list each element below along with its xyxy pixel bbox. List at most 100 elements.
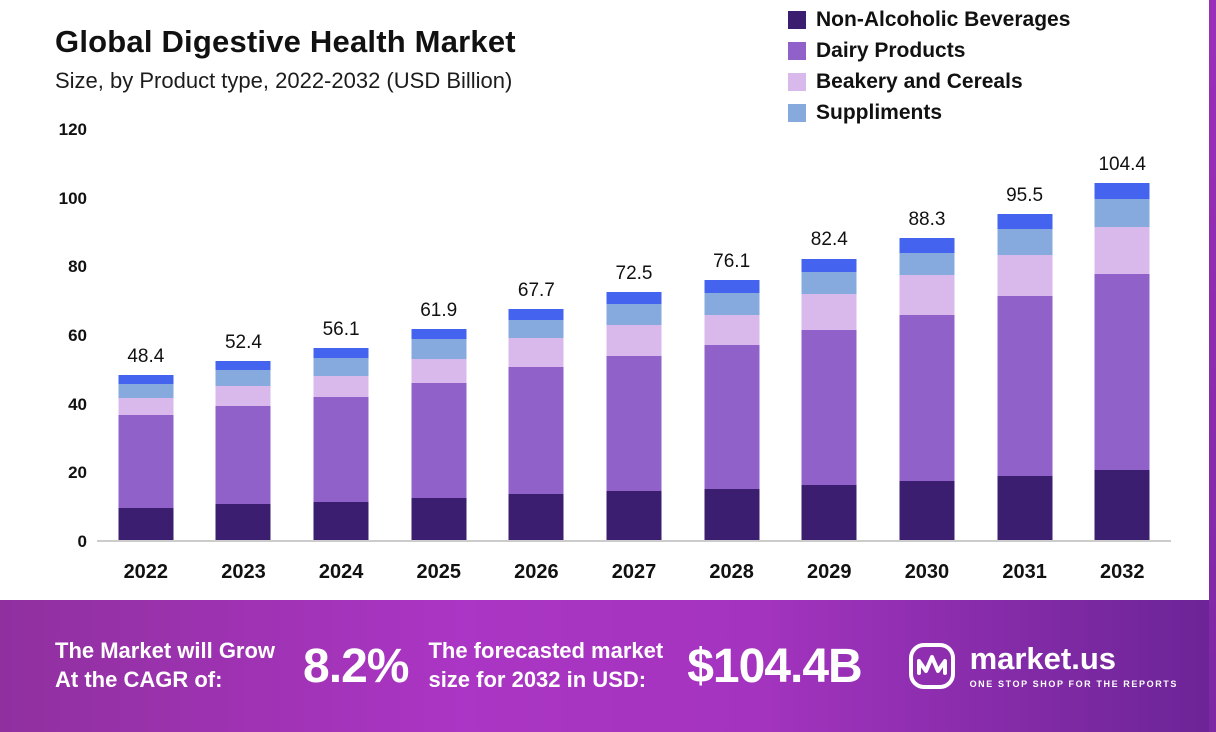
stacked-bar: 56.1	[313, 319, 369, 540]
bar-total-label: 48.4	[127, 345, 165, 367]
x-axis-label: 2023	[221, 561, 266, 583]
bar-segment	[997, 295, 1053, 476]
bar-segment	[606, 324, 662, 356]
bar-segment	[411, 382, 467, 499]
y-axis-tick: 0	[77, 532, 87, 551]
bar-segment	[899, 238, 955, 254]
x-axis-label: 2027	[611, 561, 657, 583]
legend-item: Dairy Products	[788, 39, 1070, 63]
legend-item: Non-Alcoholic Beverages	[788, 8, 1070, 32]
bar-segment	[704, 314, 760, 346]
legend-label: Beakery and Cereals	[816, 70, 1023, 93]
y-axis-tick: 20	[68, 463, 87, 483]
bar-segment	[899, 480, 955, 540]
bar-segment	[997, 213, 1053, 230]
forecast-value: $104.4B	[687, 639, 862, 693]
bar-segment	[801, 294, 857, 330]
stacked-bar: 52.4	[215, 332, 271, 540]
legend-label: Non-Alcoholic Beverages	[816, 8, 1071, 31]
cagr-label-line2: At the CAGR of:	[55, 667, 223, 692]
bar-segment	[997, 254, 1053, 296]
x-axis: 2022 2023 2024 2025 2026 2027 2028 2029 2030 2031…	[97, 550, 1171, 586]
x-axis-label: 2028	[709, 561, 754, 583]
plot-area: 48.4 52.4 56.1 61.9 67.7 72.5 76.1 82.4 88.3 95.5…	[97, 130, 1171, 542]
x-axis-label: 2022	[123, 561, 169, 583]
bar-segment	[215, 369, 271, 387]
stacked-bar: 48.4	[118, 346, 174, 540]
stacked-bar: 82.4	[801, 229, 857, 540]
page-title: Global Digestive Health Market	[55, 24, 516, 59]
bar-segment	[704, 292, 760, 315]
bar-column-2023: 52.4	[195, 130, 293, 540]
stacked-bar: 76.1	[704, 251, 760, 540]
legend-item: Beakery and Cereals	[788, 70, 1070, 94]
bar-segment	[411, 328, 467, 339]
legend-label: Dairy Products	[816, 39, 966, 62]
bar-segment	[215, 361, 271, 370]
page-subtitle: Size, by Product type, 2022-2032 (USD Bi…	[55, 68, 513, 93]
legend-item: Suppliments	[788, 101, 1070, 125]
bar-segment	[801, 484, 857, 540]
bar-total-label: 56.1	[322, 319, 360, 341]
x-axis-label: 2025	[416, 561, 461, 583]
bar-column-2025: 61.9	[390, 130, 488, 540]
x-axis-label: 2029	[807, 561, 852, 583]
y-axis: 0 20 40 60 80 100 120	[45, 120, 87, 551]
forecast-label: The forecasted market size for 2032 in U…	[428, 637, 663, 694]
bar-total-label: 72.5	[615, 263, 653, 285]
legend-label: Suppliments	[816, 101, 943, 124]
forecast-label-line2: size for 2032 in USD:	[428, 667, 647, 692]
y-axis-tick: 80	[68, 257, 87, 277]
x-axis-label: 2032	[1099, 561, 1145, 583]
bar-segment	[508, 338, 564, 368]
bar-segment	[801, 329, 857, 485]
bar-column-2031: 95.5	[976, 130, 1074, 540]
marketus-logo-icon	[906, 640, 958, 692]
x-axis-label: 2030	[904, 561, 950, 583]
stacked-bar: 72.5	[606, 263, 662, 540]
bar-segment	[313, 357, 369, 377]
cagr-label-line1: The Market will Grow	[55, 638, 276, 664]
legend-swatch	[788, 104, 806, 122]
bar-segment	[313, 348, 369, 358]
bar-segment	[215, 386, 271, 406]
bar-segment	[801, 272, 857, 295]
y-axis-tick: 40	[68, 394, 87, 414]
bar-segment	[313, 502, 369, 540]
bar-column-2029: 82.4	[780, 130, 878, 540]
bar-column-2032: 104.4	[1073, 130, 1171, 540]
y-axis-tick: 120	[58, 120, 87, 139]
bar-segment	[997, 229, 1053, 255]
stacked-bar: 61.9	[411, 300, 467, 540]
bar-segment	[411, 338, 467, 359]
bar-segment	[1094, 199, 1150, 228]
cagr-label: The Market will Grow At the CAGR of:	[55, 637, 275, 694]
bar-segment	[411, 498, 467, 540]
cagr-value: 8.2%	[303, 639, 409, 693]
bar-total-label: 88.3	[908, 209, 946, 231]
bar-column-2022: 48.4	[97, 130, 195, 540]
bar-total-label: 61.9	[420, 299, 458, 321]
bar-segment	[118, 398, 174, 416]
bar-total-label: 76.1	[713, 251, 751, 272]
bar-segment	[118, 374, 174, 384]
bar-segment	[118, 507, 174, 540]
bar-column-2027: 72.5	[585, 130, 683, 540]
chart-header: Global Digestive Health Market Size, by …	[55, 24, 516, 94]
bar-segment	[1094, 183, 1150, 200]
bar-total-label: 104.4	[1098, 154, 1146, 176]
brand-block: market.us ONE STOP SHOP FOR THE REPORTS	[906, 640, 1192, 692]
legend-swatch	[788, 11, 806, 29]
bar-segment	[606, 292, 662, 305]
stacked-bar: 104.4	[1094, 154, 1150, 540]
y-axis-tick: 60	[68, 326, 87, 345]
footer-banner: The Market will Grow At the CAGR of: 8.2…	[0, 600, 1216, 732]
bar-segment	[606, 304, 662, 325]
stacked-bar-chart: 0 20 40 60 80 100 120 48.4 52.4 56.1 61.9 67.7 72.5…	[45, 118, 1173, 586]
bar-total-label: 67.7	[517, 279, 555, 301]
bar-segment	[801, 258, 857, 273]
legend-swatch	[788, 42, 806, 60]
brand-text: market.us ONE STOP SHOP FOR THE REPORTS	[970, 643, 1178, 689]
bar-segment	[508, 494, 564, 540]
